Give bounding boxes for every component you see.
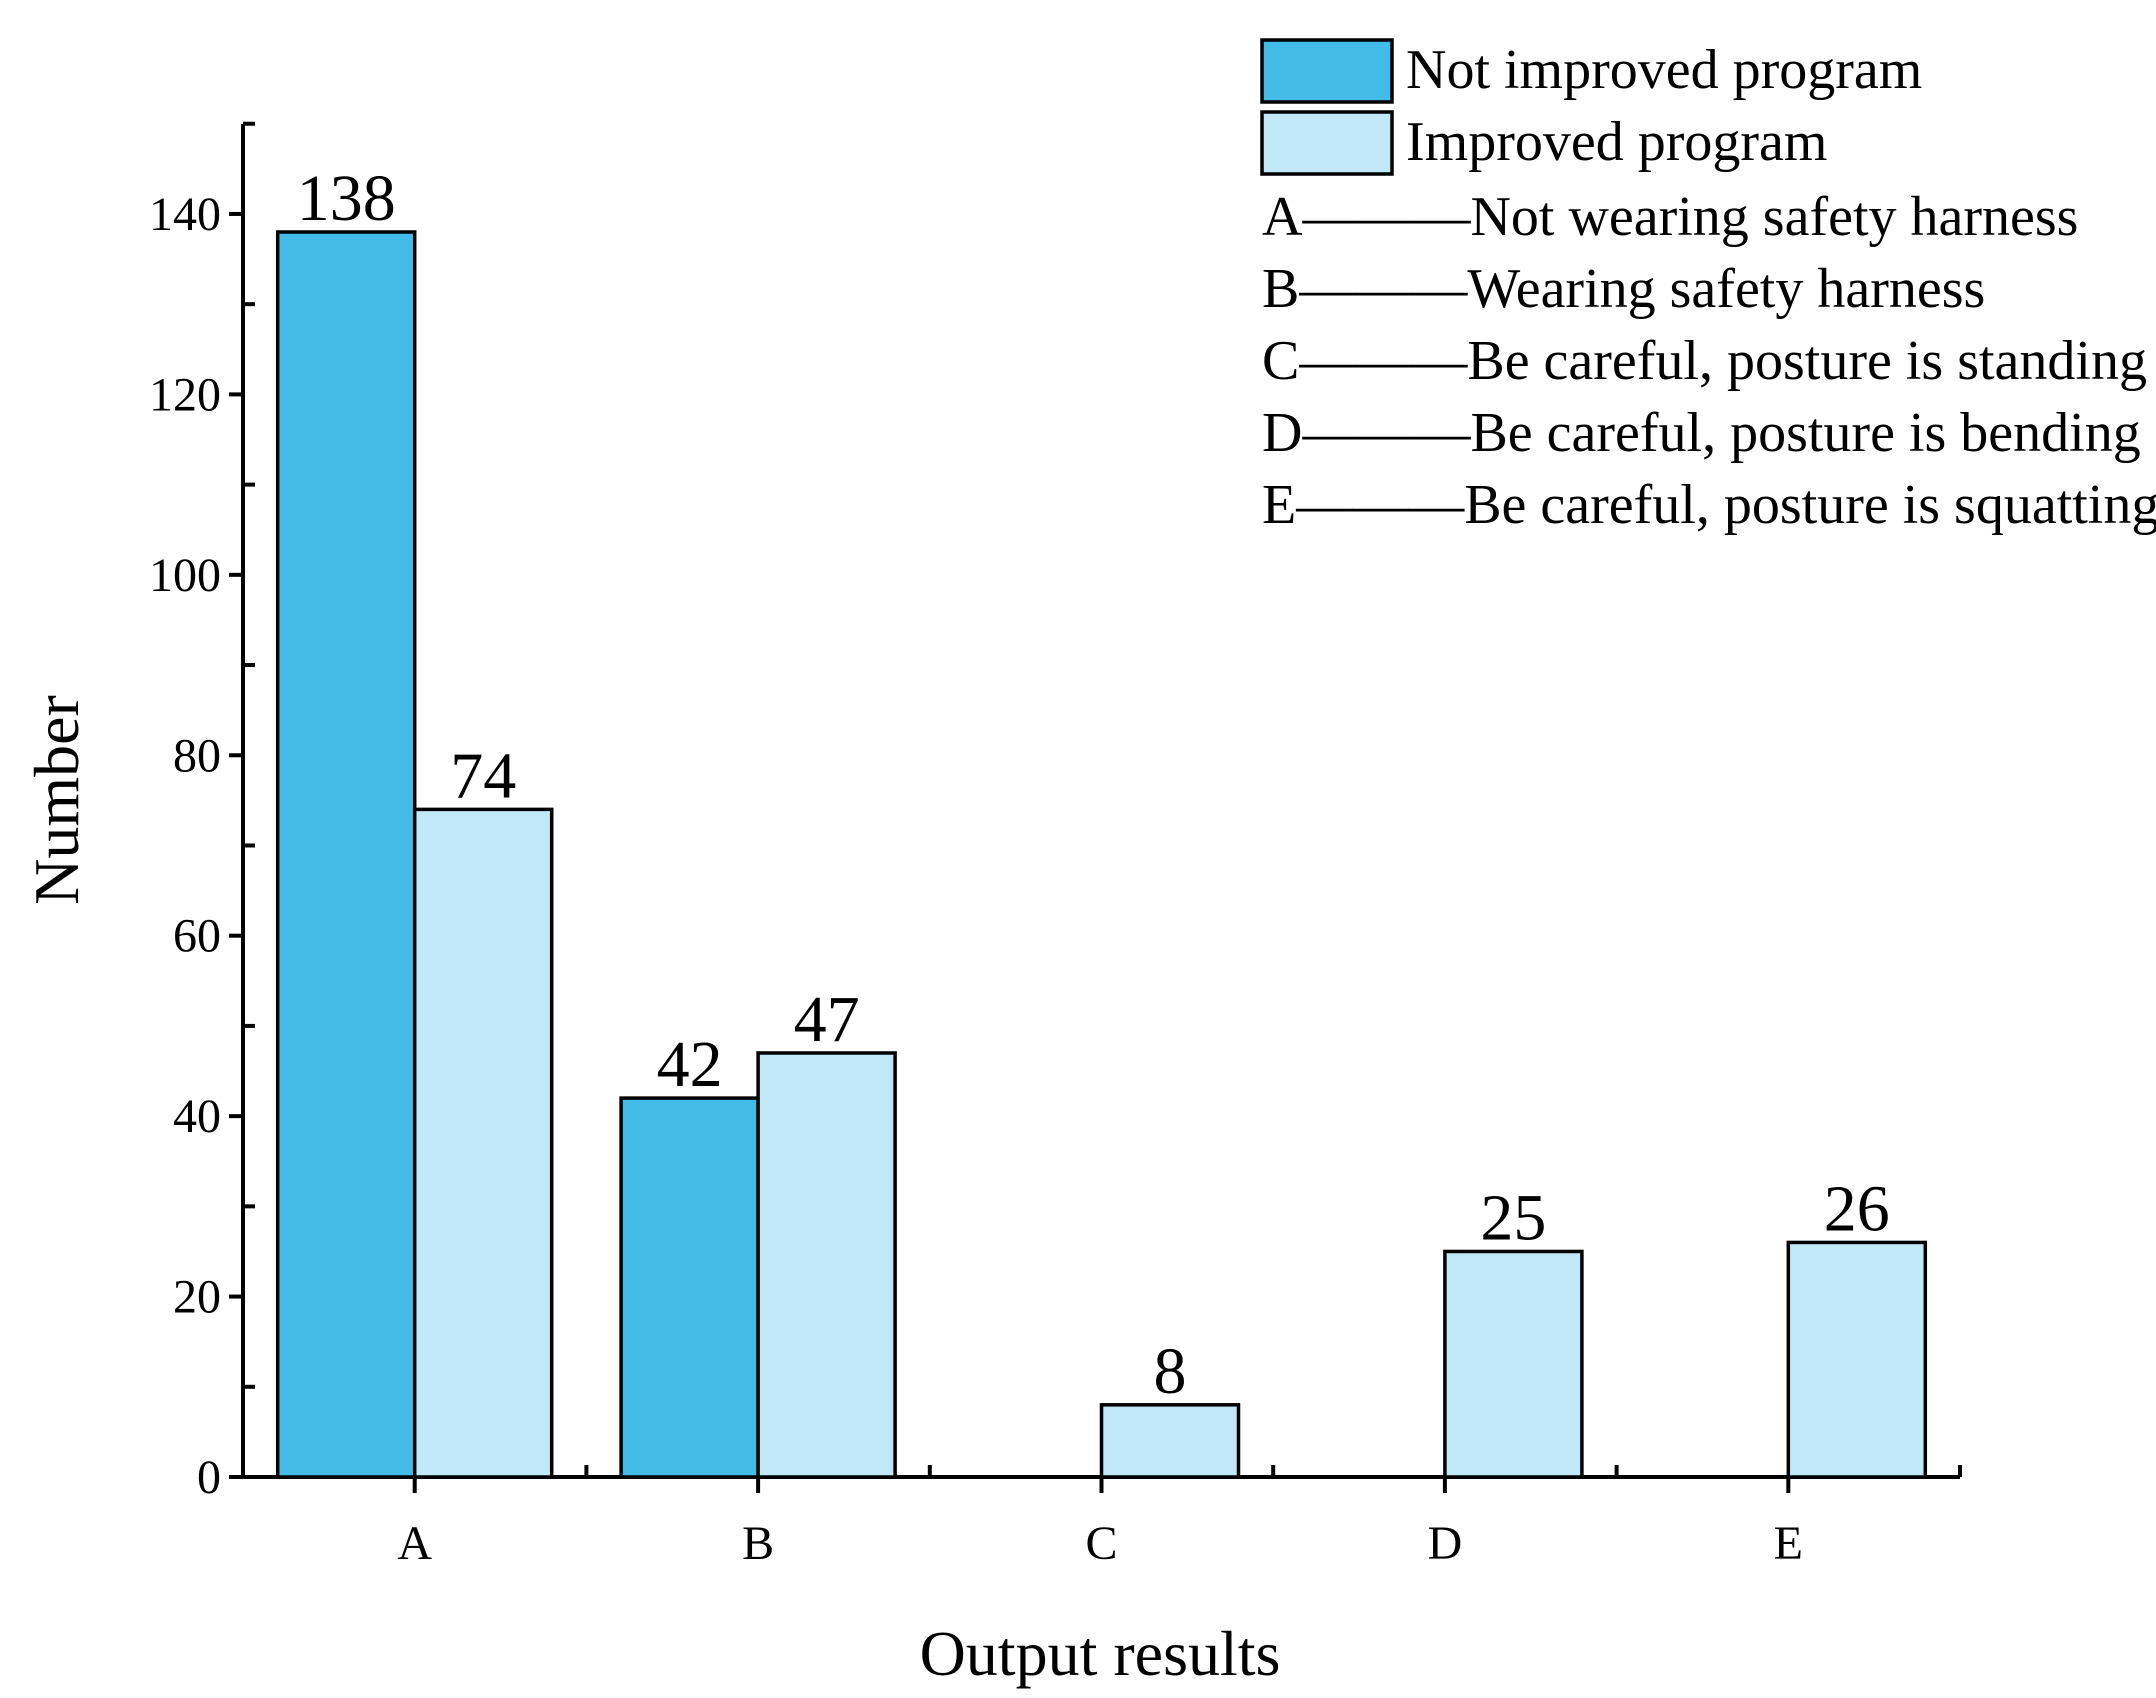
bar-B-not-improved (619, 1096, 760, 1479)
data-label: 47 (794, 983, 860, 1056)
x-tick-label: D (1428, 1517, 1463, 1570)
data-label: 25 (1480, 1181, 1546, 1254)
legend-label: Not improved program (1406, 39, 1922, 101)
bar-C-improved (1099, 1403, 1241, 1479)
y-tick-label: 60 (173, 910, 221, 963)
y-tick-label: 120 (149, 368, 221, 421)
category-description: C———Be careful, posture is standing (1262, 330, 2147, 392)
data-label: 138 (297, 162, 396, 235)
data-label: 26 (1824, 1172, 1890, 1245)
plot-area: 0 20 40 60 80 100 120 140 A B C D E 138 42 74 47 8 25 26 Out… (21, 121, 1962, 1689)
data-label: 42 (657, 1028, 723, 1101)
y-tick-label: 0 (197, 1451, 221, 1504)
x-tick-label: A (397, 1517, 432, 1570)
category-description: B———Wearing safety harness (1262, 258, 1985, 320)
y-tick-label: 40 (173, 1090, 221, 1143)
legend: Not improved program Improved program A———… (1260, 38, 2156, 536)
data-label: 74 (450, 739, 516, 812)
category-description: D———Be careful, posture is bending (1262, 402, 2141, 464)
legend-label: Improved program (1406, 111, 1827, 173)
legend-swatch (1260, 110, 1394, 176)
x-tick-label: C (1085, 1517, 1117, 1570)
bar-D-improved (1443, 1249, 1584, 1479)
legend-swatch (1260, 38, 1394, 104)
x-tick-label: B (742, 1517, 774, 1570)
y-tick-label: 100 (149, 549, 221, 602)
data-label: 8 (1154, 1335, 1187, 1408)
y-tick-label: 20 (173, 1271, 221, 1324)
bar-E-improved (1786, 1240, 1928, 1479)
x-tick-label: E (1774, 1517, 1803, 1570)
category-description: E———Be careful, posture is squatting (1262, 474, 2156, 536)
bar-B-improved (756, 1051, 897, 1479)
category-description: A———Not wearing safety harness (1262, 186, 2078, 248)
bar-A-not-improved (275, 230, 417, 1479)
y-tick-label: 140 (149, 188, 221, 241)
y-tick-label: 80 (173, 729, 221, 782)
bar-A-improved (412, 807, 554, 1479)
x-axis-title: Output results (920, 1618, 1281, 1689)
y-axis-title: Number (21, 695, 92, 905)
